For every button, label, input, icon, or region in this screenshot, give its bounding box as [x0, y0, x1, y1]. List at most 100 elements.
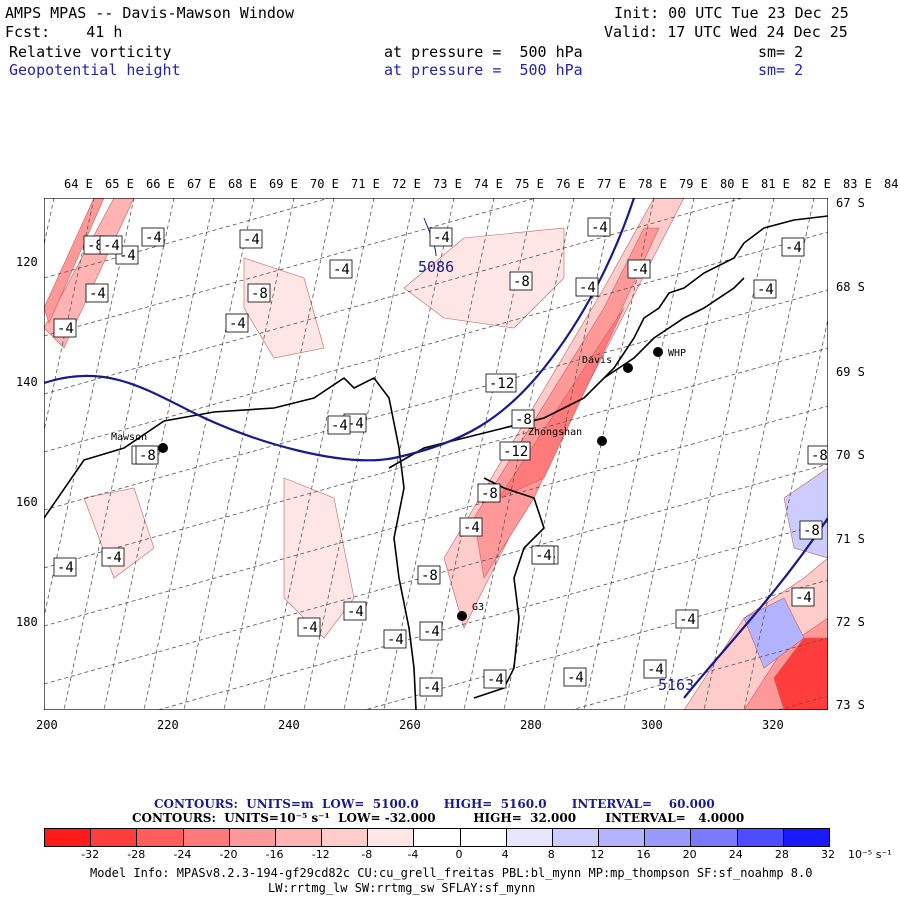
lon-label: 72 E — [392, 177, 421, 191]
svg-text:-4: -4 — [567, 670, 584, 686]
vorticity-region — [743, 597, 805, 669]
vorticity-label: -4 — [419, 621, 443, 641]
x-tick: 200 — [36, 718, 58, 732]
height-labels: 5086 5163 — [418, 258, 694, 694]
colorbar-bin — [229, 829, 276, 846]
meridian-line — [143, 198, 255, 710]
vorticity-label: -4 — [483, 669, 507, 689]
lon-label: 67 E — [187, 177, 216, 191]
lat-lon-grid — [44, 198, 828, 710]
vorticity-label: -4 — [643, 659, 667, 679]
colorbar-bin — [783, 829, 829, 846]
colorbar-tick: -32 — [81, 848, 100, 861]
x-tick: 320 — [762, 718, 784, 732]
x-tick: 300 — [641, 718, 663, 732]
colorbar-tick: -4 — [407, 848, 419, 861]
svg-text:-4: -4 — [579, 280, 596, 296]
svg-text:-4: -4 — [301, 620, 318, 636]
field2-smoothing: sm= 2 — [758, 61, 804, 79]
lon-label: 76 E — [556, 177, 585, 191]
field2-level: at pressure = 500 hPa — [384, 61, 583, 79]
vorticity-label: -4 — [575, 277, 599, 297]
colorbar-bin — [506, 829, 553, 846]
vorticity-label: -8 — [247, 283, 271, 303]
lon-label: 66 E — [146, 177, 175, 191]
station-label: Davis — [582, 355, 612, 366]
station-dot — [653, 347, 663, 357]
colorbar-bin — [137, 829, 184, 846]
height-contour — [44, 198, 636, 462]
svg-text:-8: -8 — [139, 448, 156, 464]
y-tick: 180 — [16, 615, 38, 629]
x-tick: 240 — [278, 718, 300, 732]
svg-text:-4: -4 — [785, 240, 802, 256]
svg-text:-4: -4 — [647, 662, 664, 678]
vorticity-region — [403, 227, 565, 329]
vorticity-label: -4 — [627, 259, 651, 279]
vorticity-label: -4 — [429, 227, 453, 247]
station-label: G3 — [472, 602, 484, 613]
lat-label: 70 S — [836, 448, 865, 462]
colorbar-bin — [645, 829, 692, 846]
x-tick: 260 — [399, 718, 421, 732]
svg-text:-8: -8 — [811, 448, 828, 464]
svg-text:-4: -4 — [103, 238, 120, 254]
colorbar-tick: 28 — [774, 848, 789, 861]
parallel-line — [44, 231, 828, 453]
meridian-line — [543, 198, 655, 710]
svg-text:-4: -4 — [679, 612, 696, 628]
lon-label: 82 E — [802, 177, 831, 191]
vorticity-label: -4 — [419, 677, 443, 697]
lon-label: 73 E — [433, 177, 462, 191]
vorticity-label: -8 — [511, 409, 535, 429]
meridian-line — [743, 317, 828, 710]
colorbar-tick: 4 — [501, 848, 509, 861]
meridian-line — [183, 198, 295, 710]
colorbar-tick: -28 — [127, 848, 146, 861]
svg-text:-4: -4 — [243, 232, 260, 248]
svg-text:-12: -12 — [503, 444, 528, 460]
vorticity-region — [773, 637, 828, 710]
colorbar-bin — [275, 829, 323, 846]
lon-label: 79 E — [679, 177, 708, 191]
vorticity-label: -4 — [85, 283, 109, 303]
colorbar-tick: 8 — [547, 848, 555, 861]
colorbar-bin — [414, 829, 461, 846]
colorbar-tick: 20 — [682, 848, 697, 861]
vorticity-label: -8 — [509, 271, 533, 291]
colorbar-bin — [322, 829, 369, 846]
colorbar — [44, 828, 830, 847]
vorticity-label: -8 — [417, 565, 441, 585]
parallel-line — [44, 289, 828, 511]
lon-label: 74 E — [474, 177, 503, 191]
height-contour-info: CONTOURS: UNITS=m LOW= 5100.0 HIGH= 5160… — [154, 797, 715, 811]
vorticity-label: -12 — [485, 373, 517, 393]
vorticity-label: -4 — [753, 279, 777, 299]
model-info-line2: LW:rrtmg_lw SW:rrtmg_sw SFLAY:sf_mynn — [268, 881, 536, 895]
svg-text:-4: -4 — [145, 230, 162, 246]
svg-text:-4: -4 — [387, 632, 404, 648]
station-label: Zhongshan — [528, 427, 582, 438]
meridian-line — [223, 198, 335, 710]
svg-text:-4: -4 — [57, 321, 74, 337]
vorticity-label: -4 — [563, 667, 587, 687]
vorticity-label: -8 — [477, 483, 501, 503]
vorticity-label: -4 — [53, 318, 77, 338]
vorticity-label: -4 — [53, 557, 77, 577]
lon-label: 69 E — [269, 177, 298, 191]
vorticity-label: -8 — [799, 520, 823, 540]
colorbar-bin — [691, 829, 738, 846]
meridian-line — [44, 198, 135, 619]
vorticity-region — [44, 198, 105, 324]
vorticity-label: -8 — [807, 445, 828, 465]
svg-text:-4: -4 — [347, 604, 364, 620]
svg-text:-4: -4 — [347, 416, 364, 432]
lon-label: 65 E — [105, 177, 134, 191]
vorticity-label: -4 — [459, 517, 483, 537]
meridian-line — [44, 198, 95, 433]
lon-label: 77 E — [597, 177, 626, 191]
meridian-line — [383, 198, 495, 710]
lat-label: 67 S — [836, 196, 865, 210]
height-label: 5086 — [418, 258, 454, 276]
meridian-line — [103, 198, 215, 710]
